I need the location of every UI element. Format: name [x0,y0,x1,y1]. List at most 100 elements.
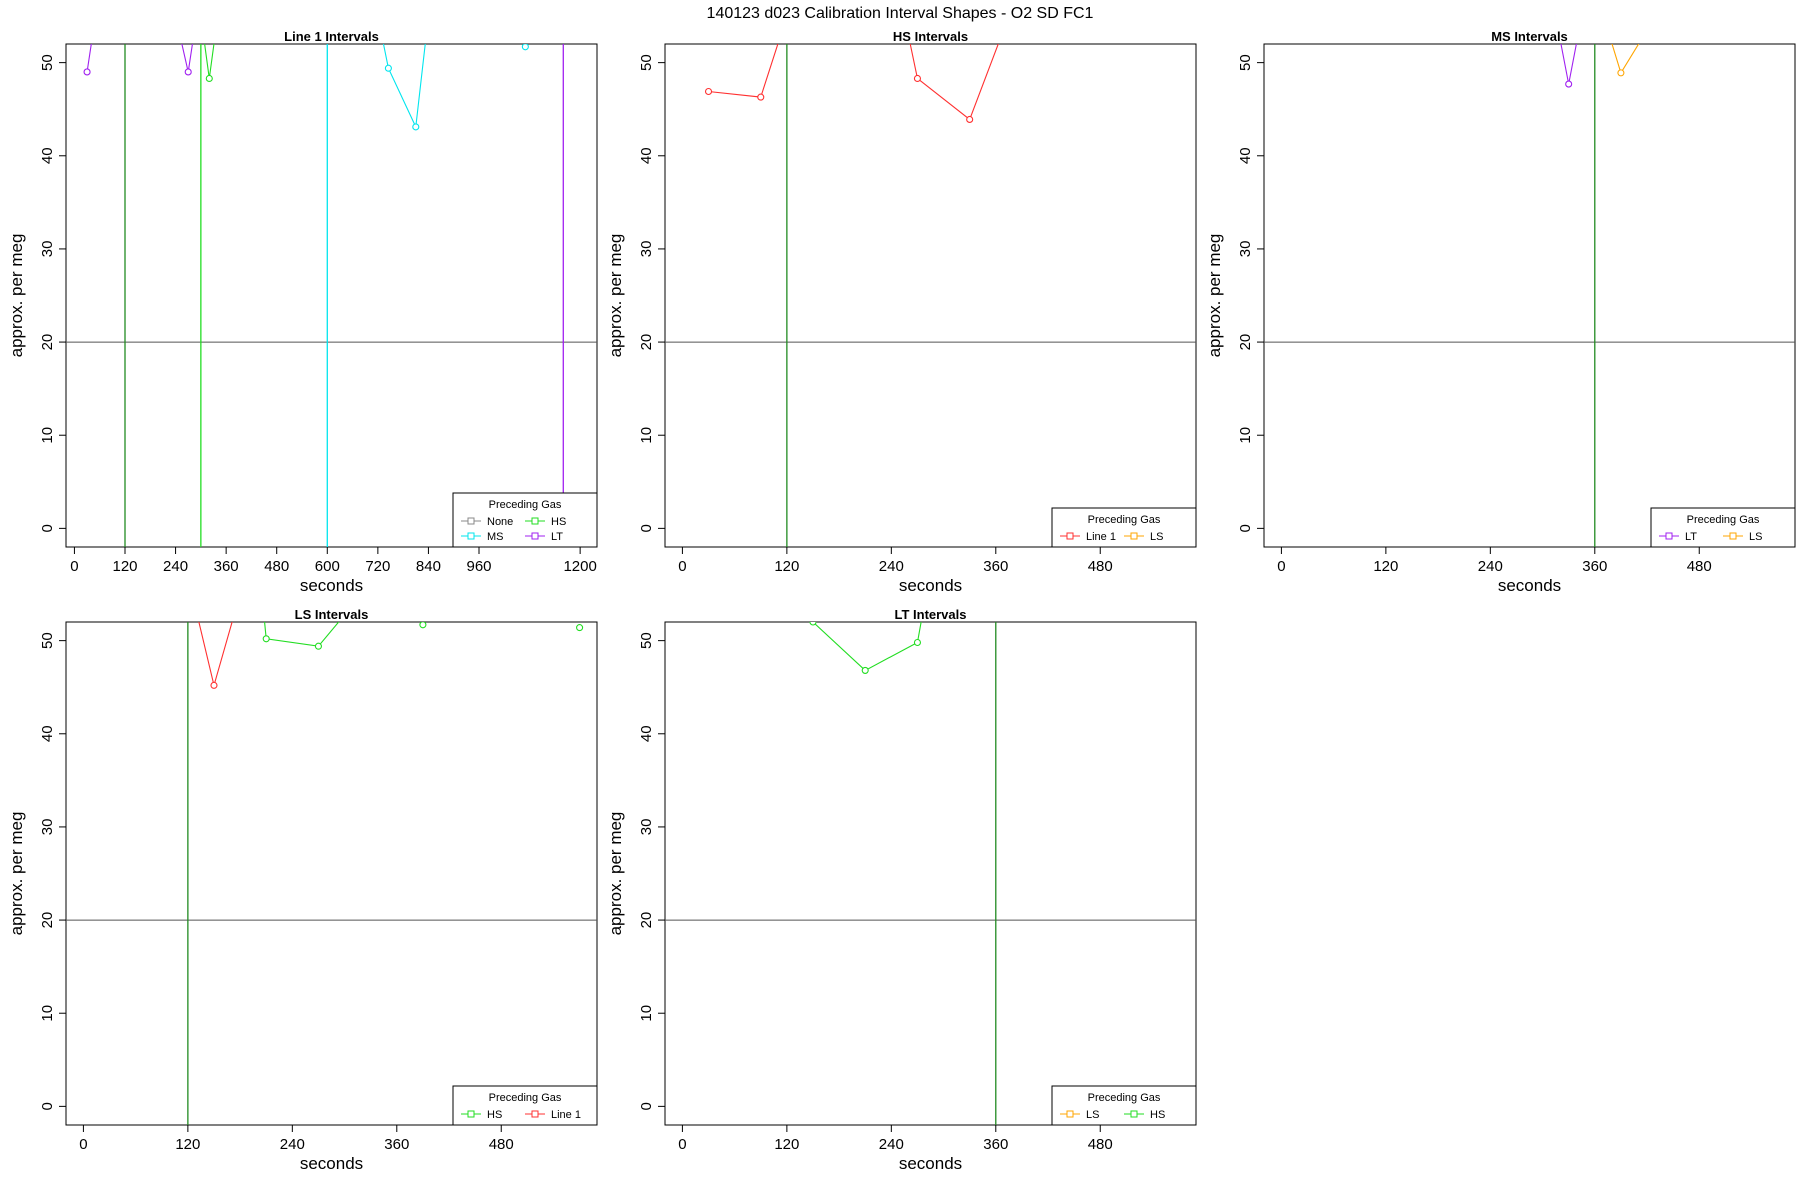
legend: Preceding Gas None HS MS LT [452,492,598,548]
data-point [861,666,869,674]
legend-title: Preceding Gas [1088,514,1161,526]
series-line [264,622,340,647]
chart-panel-3: MS Intervals 0 120 240 360 480 seconds 0 10 20 30 4… [1205,29,1796,595]
legend-box [452,492,598,548]
data-point [966,115,974,123]
legend: Preceding Gas Line 1 LS [1051,507,1197,548]
y-tick-label: 30 [39,241,56,258]
plot-area [66,44,597,547]
y-tick-label: 50 [1237,54,1254,71]
x-tick-label: 0 [678,558,686,575]
plot-frame [65,621,598,1126]
legend-label: LT [1685,531,1697,543]
x-axis-label: seconds [899,576,962,595]
y-tick-label: 20 [638,912,655,929]
legend-box [1051,1085,1197,1126]
legend-box [1650,507,1796,548]
legend-swatch-marker [531,517,539,525]
plot-frame [65,43,598,548]
chart-title: HS Intervals [893,29,968,44]
data-point [83,68,91,76]
chart-title: LS Intervals [295,607,369,622]
x-tick-label: 240 [280,1136,305,1153]
legend-label: HS [1150,1109,1165,1121]
y-tick-label: 20 [39,912,56,929]
legend-swatch-marker [1665,532,1673,540]
y-axis-label: approx. per meg [606,812,625,936]
plot-area [665,622,1196,1125]
series-line [909,44,999,121]
y-tick-label: 0 [1237,524,1254,532]
legend-title: Preceding Gas [489,1092,562,1104]
x-tick-label: 480 [1088,558,1113,575]
legend-swatch-marker [467,532,475,540]
x-tick-label: 120 [774,1136,799,1153]
y-axis-label: approx. per meg [7,812,26,936]
legend-label: LS [1749,531,1762,543]
x-tick-label: 480 [1687,558,1712,575]
y-tick-label: 40 [39,725,56,742]
legend-label: Line 1 [551,1109,581,1121]
x-axis-label: seconds [1498,576,1561,595]
plot-area [1264,44,1795,547]
y-tick-label: 50 [638,54,655,71]
chart-title: Line 1 Intervals [284,29,379,44]
legend: Preceding Gas HS Line 1 [452,1085,598,1126]
y-tick-label: 30 [638,819,655,836]
series-line [1560,44,1577,85]
x-tick-label: 720 [365,558,390,575]
series-line [708,44,779,98]
y-tick-label: 20 [39,334,56,351]
plot-frame [664,43,1197,548]
legend-swatch-marker [1729,532,1737,540]
y-tick-label: 40 [1237,147,1254,164]
x-axis-label: seconds [300,1154,363,1173]
x-tick-label: 600 [315,558,340,575]
chart-panel-2: HS Intervals 0 120 240 360 480 seconds 0 10 20 30 4… [606,29,1197,595]
data-point [809,622,817,626]
legend-label: Line 1 [1086,531,1116,543]
y-tick-label: 40 [638,725,655,742]
y-tick-label: 10 [638,1005,655,1022]
x-tick-label: 480 [1088,1136,1113,1153]
x-tick-label: 960 [466,558,491,575]
x-tick-label: 480 [489,1136,514,1153]
legend-label: LS [1150,531,1163,543]
y-tick-label: 30 [638,241,655,258]
legend-swatch-marker [531,532,539,540]
data-point [913,74,921,83]
data-point [205,74,213,83]
data-point [184,68,192,76]
panels: Line 1 Intervals 0 120 240 360 480 600 720 840 96… [7,29,1796,1173]
y-tick-label: 0 [638,1102,655,1110]
series-line [198,622,233,688]
x-tick-label: 240 [1478,558,1503,575]
data-point [521,44,529,51]
y-tick-label: 0 [39,1102,56,1110]
legend: Preceding Gas LT LS [1650,507,1796,548]
data-point [1565,80,1573,88]
legend-label: None [487,516,513,528]
y-tick-label: 0 [638,524,655,532]
x-tick-label: 360 [214,558,239,575]
x-tick-label: 360 [983,1136,1008,1153]
data-point [913,638,921,647]
plot-frame [1263,43,1796,548]
data-point [412,123,420,131]
legend-label: LS [1086,1109,1099,1121]
legend-label: MS [487,531,504,543]
legend-swatch-marker [1066,1110,1074,1118]
x-axis-label: seconds [899,1154,962,1173]
chart-title: MS Intervals [1491,29,1568,44]
x-tick-label: 0 [79,1136,87,1153]
data-point [1617,69,1625,77]
y-tick-label: 10 [638,427,655,444]
legend-label: LT [551,531,563,543]
x-tick-label: 240 [879,1136,904,1153]
legend: Preceding Gas LS HS [1051,1085,1197,1126]
y-tick-label: 10 [39,427,56,444]
legend-label: HS [487,1109,502,1121]
x-tick-label: 480 [264,558,289,575]
data-point [419,622,427,629]
y-axis-label: approx. per meg [606,234,625,358]
